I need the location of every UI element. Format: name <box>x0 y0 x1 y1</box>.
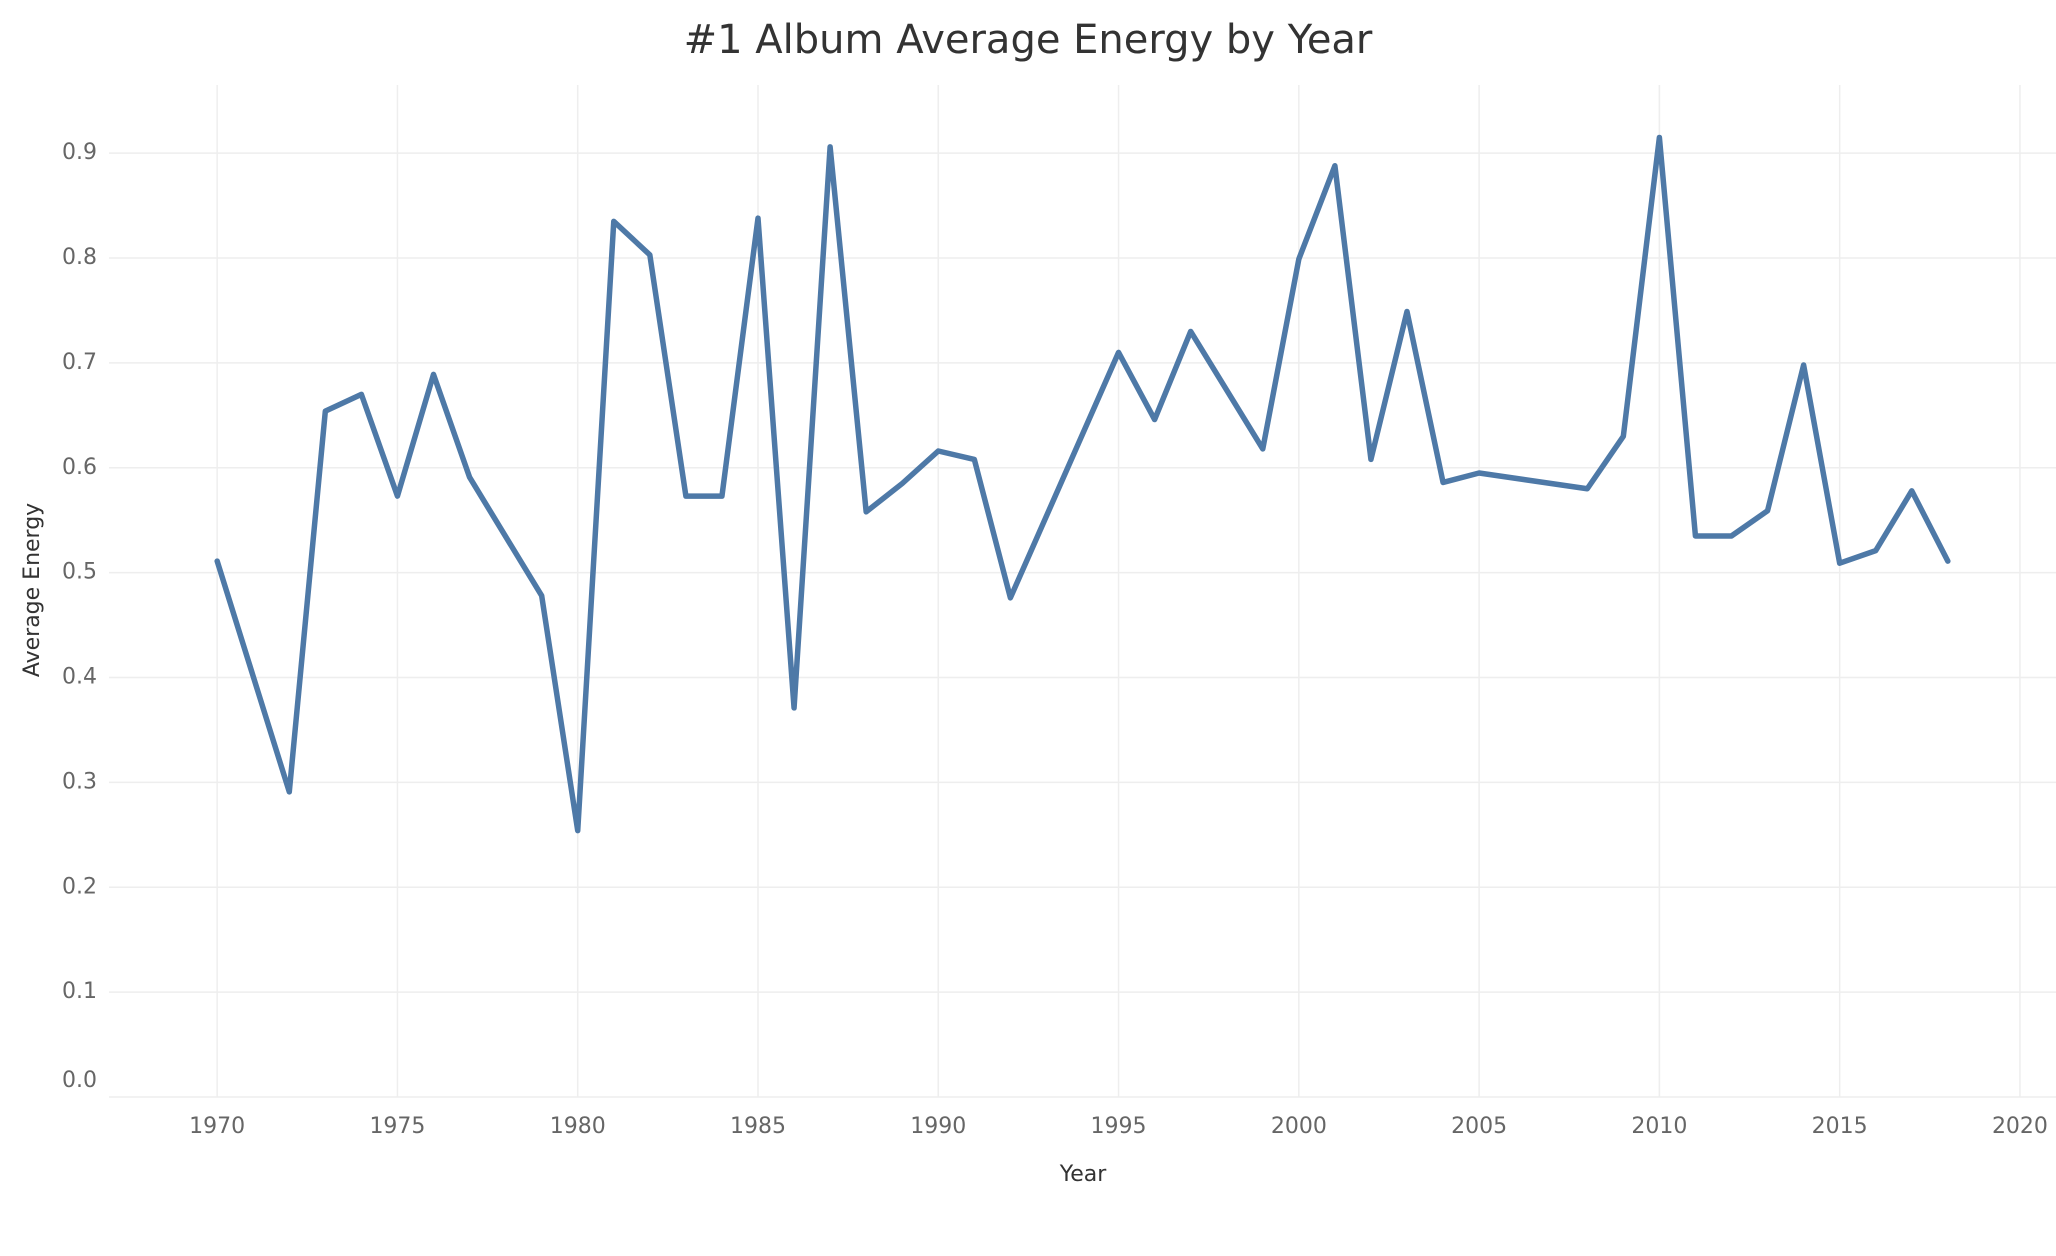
x-tick-label: 1980 <box>550 1114 606 1139</box>
y-tick-label: 0.8 <box>62 245 97 270</box>
y-tick-label: 0.5 <box>62 560 97 585</box>
x-tick-label: 2020 <box>1992 1114 2048 1139</box>
data-line <box>214 134 1951 834</box>
y-tick-label: 0.4 <box>62 665 97 690</box>
x-tick-label: 2010 <box>1631 1114 1687 1139</box>
y-tick-label: 0.6 <box>62 455 97 480</box>
y-tick-label: 0.0 <box>62 1068 97 1093</box>
y-tick-label: 0.7 <box>62 350 97 375</box>
x-tick-label: 2015 <box>1812 1114 1868 1139</box>
y-tick-label: 0.1 <box>62 979 97 1004</box>
chart-title: #1 Album Average Energy by Year <box>684 17 1373 63</box>
y-tick-label: 0.3 <box>62 769 97 794</box>
y-tick-label: 0.9 <box>62 140 97 165</box>
x-tick-label: 2000 <box>1271 1114 1327 1139</box>
y-tick-label: 0.2 <box>62 874 97 899</box>
x-tick-label: 1975 <box>369 1114 425 1139</box>
x-axis-label: Year <box>1059 1162 1108 1187</box>
x-tick-label: 1970 <box>189 1114 245 1139</box>
x-tick-label: 2005 <box>1451 1114 1507 1139</box>
x-tick-label: 1985 <box>730 1114 786 1139</box>
x-tick-label: 1990 <box>910 1114 966 1139</box>
x-tick-label: 1995 <box>1091 1114 1147 1139</box>
y-axis-label: Average Energy <box>20 503 45 677</box>
